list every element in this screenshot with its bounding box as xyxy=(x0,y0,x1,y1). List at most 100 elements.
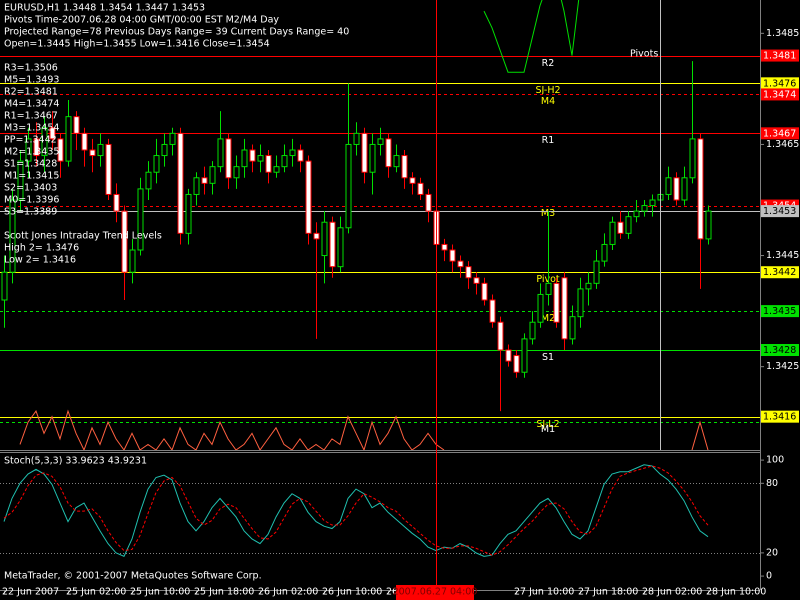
x-tick-label: 26 Jun 10:00 xyxy=(322,587,382,598)
candle-body xyxy=(705,210,712,240)
candle-body xyxy=(289,149,296,157)
candle-body xyxy=(617,221,624,234)
price-tag-label: 1.3416 xyxy=(763,412,796,423)
trend-level-text: Scott Jones Intraday Trend Levels xyxy=(4,231,162,242)
candle-body xyxy=(401,155,408,179)
level-label: SJ-H2 xyxy=(535,85,560,96)
candle-body xyxy=(233,166,240,179)
level-label: R1 xyxy=(542,135,555,146)
candle-body xyxy=(249,149,256,162)
price-tag-label: 1.3481 xyxy=(763,51,796,62)
price-tag-label: 1.3476 xyxy=(763,78,796,89)
candle-body xyxy=(17,160,24,201)
candle-body xyxy=(345,143,352,229)
pivot-level-text: M2=1.3435 xyxy=(4,147,59,158)
candle-body xyxy=(137,188,144,251)
candle-body xyxy=(97,143,104,157)
candle-body xyxy=(689,138,696,179)
candle-body xyxy=(1,271,8,301)
y-tick-label: 80 xyxy=(766,478,778,489)
pivot-level-text: M0=1.3396 xyxy=(4,195,59,206)
candle-body xyxy=(393,155,400,168)
candle-body xyxy=(273,166,280,173)
candle-body xyxy=(697,138,704,240)
candle-body xyxy=(33,138,40,157)
stoch-line xyxy=(3,464,709,558)
y-tick-label: 1.3445 xyxy=(766,250,799,261)
vertical-line-label: 2007.06.27 04:00 xyxy=(393,587,478,598)
price-tag-label: 1.3442 xyxy=(763,267,796,278)
candle-body xyxy=(321,221,328,257)
candle-body xyxy=(305,160,312,234)
candle-body xyxy=(681,177,688,201)
vertical-line-tag xyxy=(396,585,474,600)
candle-body xyxy=(329,221,336,268)
candle-body xyxy=(49,127,56,140)
candle-body xyxy=(449,249,456,262)
candle-body xyxy=(369,143,376,173)
pivot-level-text: R3=1.3506 xyxy=(4,63,58,74)
price-tag xyxy=(761,205,799,218)
indicator-title: Stoch(5,3,3) 33.9623 43.9231 xyxy=(4,456,147,467)
candle-body xyxy=(25,138,32,162)
candle-body xyxy=(441,243,448,251)
candle-body xyxy=(561,277,568,340)
candle-body xyxy=(665,177,672,195)
price-tag-label: 1.3474 xyxy=(763,89,796,100)
candle-body xyxy=(145,171,152,190)
candle-body xyxy=(505,349,512,362)
candle-body xyxy=(129,249,136,273)
candle-body xyxy=(73,116,80,134)
x-tick-label: 28 Jun 10:00 xyxy=(706,587,766,598)
candle-body xyxy=(497,321,504,351)
candle-body xyxy=(489,299,496,323)
y-tick-label: 1.3425 xyxy=(766,361,799,372)
y-tick-label: 0 xyxy=(766,571,772,582)
price-tag xyxy=(761,344,799,356)
header-line: EURUSD,H1 1.3448 1.3454 1.3447 1.3453 xyxy=(4,3,205,14)
candle-body xyxy=(265,155,272,173)
header-line: Open=1.3445 High=1.3455 Low=1.3416 Close… xyxy=(4,39,270,50)
candle-body xyxy=(57,138,64,162)
price-tag xyxy=(761,410,799,423)
y-tick-label: 1.3465 xyxy=(766,139,799,150)
pivot-level-text: S3=1.3389 xyxy=(4,207,57,218)
candle-body xyxy=(641,205,648,212)
candle-body xyxy=(9,199,16,273)
candle-body xyxy=(417,182,424,195)
pivot-level-text: M5=1.3493 xyxy=(4,75,59,86)
candle-body xyxy=(577,288,584,318)
indicator-line xyxy=(483,0,580,73)
candle-body xyxy=(625,216,632,234)
candle-body xyxy=(481,282,488,301)
candle-body xyxy=(521,338,528,373)
candle-body xyxy=(385,138,392,168)
candle-body xyxy=(585,282,592,290)
candle-body xyxy=(81,132,88,151)
candle-body xyxy=(465,266,472,279)
axes: 1.3485 1.3465 1.3445 1.3425 22 Jun 2007 25 Ju… xyxy=(2,28,799,598)
candle-body xyxy=(353,132,360,145)
candle-body xyxy=(257,155,264,162)
candle-body xyxy=(121,210,128,273)
candle-body xyxy=(537,293,544,323)
candle-body xyxy=(377,138,384,145)
candle-body xyxy=(313,232,320,240)
price-tag-label: 1.3453 xyxy=(763,206,796,217)
candle-body xyxy=(649,199,656,207)
candle-body xyxy=(241,149,248,168)
candle-body xyxy=(601,243,608,262)
candle-body xyxy=(177,132,184,234)
candle-body xyxy=(217,138,224,168)
level-label: R2 xyxy=(542,58,555,69)
candle-body xyxy=(161,143,168,157)
y-tick-label: 1.3485 xyxy=(766,28,799,39)
level-label: M2 xyxy=(541,313,555,324)
y-tick-label: 100 xyxy=(766,455,784,466)
candle-body xyxy=(153,155,160,173)
x-tick-label: 25 Jun 02:00 xyxy=(66,587,126,598)
price-tag xyxy=(761,127,799,140)
candle-body xyxy=(529,321,536,340)
